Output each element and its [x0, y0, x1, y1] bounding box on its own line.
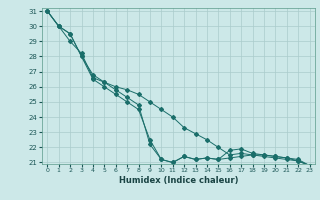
X-axis label: Humidex (Indice chaleur): Humidex (Indice chaleur)	[119, 176, 238, 185]
